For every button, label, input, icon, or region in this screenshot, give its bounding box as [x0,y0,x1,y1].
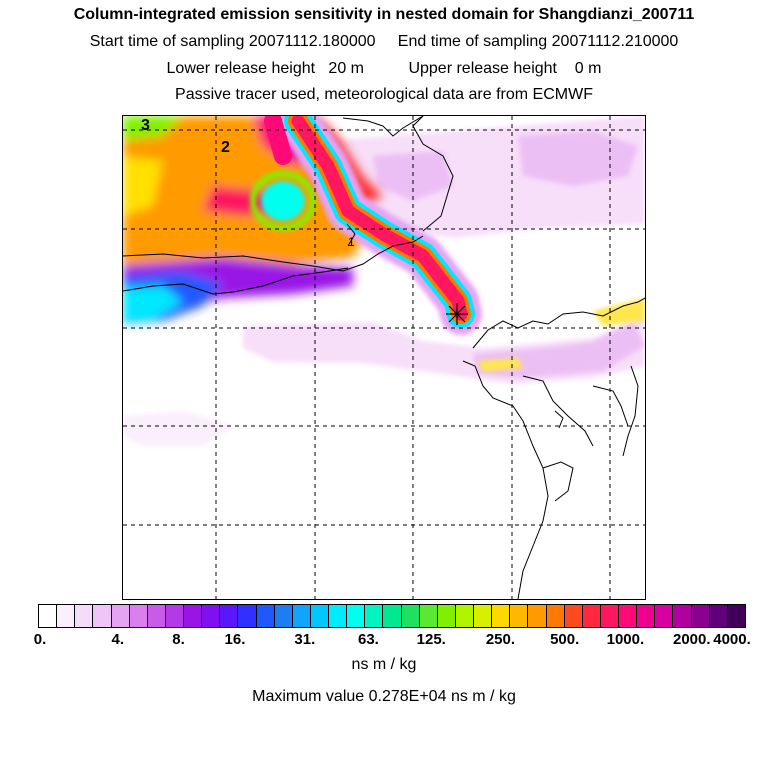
upper-release-label: Upper release height [408,60,557,77]
colorbar-segment [238,605,257,627]
contour-label-3: 3 [141,117,150,134]
colorbar-tick-label: 8. [172,631,185,648]
colorbar-segment [39,605,58,627]
release-height-line: Lower release height 20 m Upper release … [0,60,768,78]
end-time-label: End time of sampling [397,33,548,50]
maximum-value-line: Maximum value 0.278E+04 ns m / kg [0,688,768,706]
colorbar-segment [474,605,493,627]
colorbar-segment [310,605,329,627]
colorbar-segment [147,605,166,627]
colorbar [38,604,746,628]
colorbar-segment [383,605,402,627]
colorbar-segment [673,605,692,627]
colorbar-segment [256,605,275,627]
colorbar-segment [655,605,674,627]
colorbar-tick-label: 0. [33,631,47,648]
colorbar-tick-label: 63. [357,631,379,648]
colorbar-segment [365,605,384,627]
colorbar-segment [75,605,94,627]
moderate-sensitivity-patches [478,298,645,372]
colorbar-tick-label: 4. [111,631,125,648]
plot-title: Column-integrated emission sensitivity i… [73,6,695,23]
sampling-time-line: Start time of sampling 20071112.180000 E… [0,33,768,51]
colorbar-segment [184,605,203,627]
colorbar-tick-label: 1000. [606,631,645,648]
asterisk-icon [446,303,468,325]
coastline-lines [123,116,645,599]
colorbar-segment [202,605,221,627]
colorbar-segment [600,605,619,627]
colorbar-segment [437,605,456,627]
colorbar-tick-label: 250. [485,631,516,648]
contour-label-1: 1 [348,235,355,249]
colorbar-segment [292,605,311,627]
colorbar-tick-label: 125. [416,631,446,648]
colorbar-segment [93,605,112,627]
lat-lon-grid [123,116,645,599]
colorbar-tick-label: 16. [224,631,246,648]
start-time-value: 20071112.180000 [248,33,376,50]
colorbar-segment [492,605,511,627]
colorbar-segment [329,605,348,627]
colorbar-segment [564,605,583,627]
colorbar-segment [582,605,601,627]
colorbar-segment [637,605,656,627]
colorbar-segment [57,605,76,627]
colorbar-segment [347,605,366,627]
colorbar-tick-label: 4000. [713,631,751,648]
start-time-label: Start time of sampling [89,33,245,50]
tracer-info-line: Passive tracer used, meteorological data… [175,86,593,103]
colorbar-segment [691,605,710,627]
upper-release-value: 0 m [574,60,602,77]
colorbar-segment [619,605,638,627]
lower-release-label: Lower release height [166,60,316,77]
contour-label-2: 2 [221,139,230,156]
colorbar-segment [165,605,184,627]
colorbar-segment [129,605,148,627]
plume-cyan-core [261,181,305,221]
sensitivity-map: 3 2 1 [122,115,646,600]
colorbar-segment [274,605,293,627]
colorbar-tick-labels: 0. 4. 8. 16. 31. 63. 125. 250. 500. 1000. 2000. 400… [0,631,768,651]
max-value-label: Maximum value [252,688,365,705]
plume-green-ring [250,171,316,231]
colorbar-segment [546,605,565,627]
colorbar-segment [528,605,547,627]
colorbar-segment [709,605,728,627]
plume-trajectory [264,116,482,335]
colorbar-units: ns m / kg [351,656,417,673]
colorbar-tick-label: 500. [550,631,580,648]
colorbar-segment [401,605,420,627]
colorbar-segment [510,605,529,627]
colorbar-segment [455,605,474,627]
lower-release-value: 20 m [328,60,364,77]
end-time-value: 20071112.210000 [551,33,679,50]
max-value: 0.278E+04 [368,688,447,705]
max-value-units: ns m / kg [450,688,516,705]
colorbar-segment [111,605,130,627]
colorbar-tick-label: 31. [294,631,316,648]
colorbar-segment [727,605,745,627]
colorbar-segment [220,605,239,627]
colorbar-tick-label: 2000. [672,631,711,648]
colorbar-segment [419,605,438,627]
